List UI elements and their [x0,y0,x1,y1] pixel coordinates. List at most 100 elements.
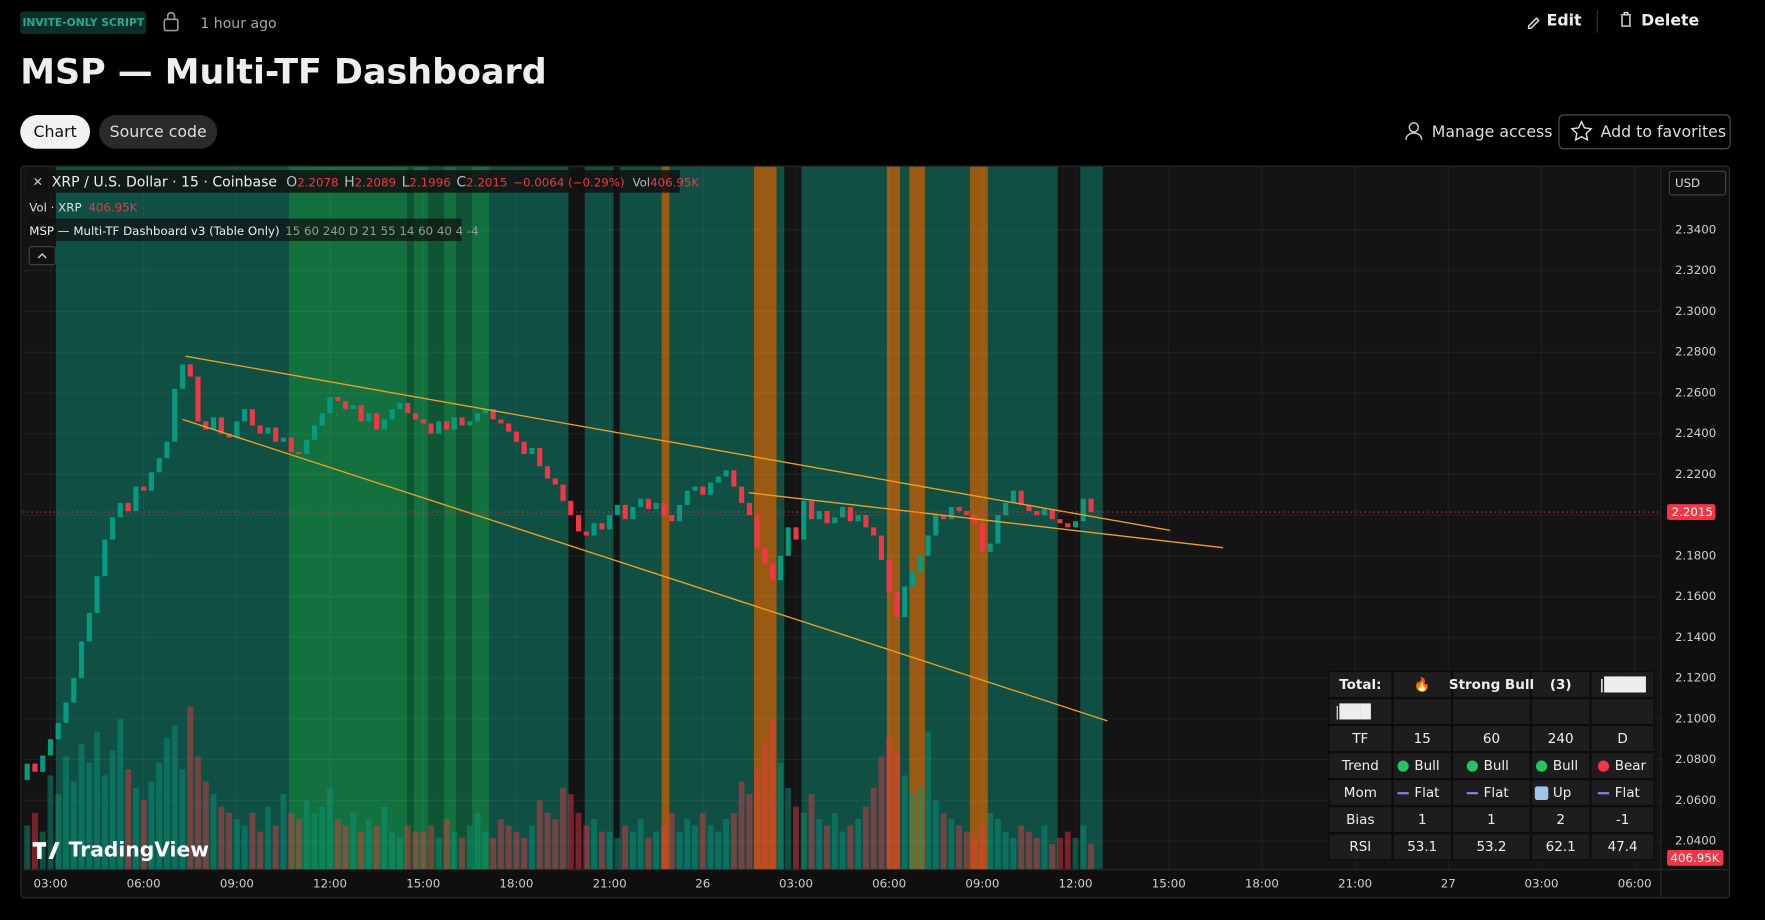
volume-bar [886,737,893,870]
table-text: Flat [1615,785,1640,801]
volume-bar [319,806,326,870]
table-cell [1530,671,1591,699]
y-tick-label: 2.1200 [1675,671,1716,685]
volume-legend: Vol · XRP 406.95K [29,200,137,214]
candle-body [102,539,108,577]
volume-bar [785,787,792,870]
y-tick-label: 2.1000 [1675,711,1716,725]
candle-body [498,419,504,424]
candle-body [381,419,387,430]
volume-bar [288,812,295,870]
collapse-button[interactable] [28,246,56,266]
volume-bar [428,825,434,870]
edit-button[interactable]: Edit [1527,11,1582,30]
volume-bar [901,775,908,870]
candle-body [459,417,465,426]
manage-access-label[interactable]: Manage access [1432,122,1553,141]
volume-bar [249,812,256,870]
volume-bar [746,794,753,870]
candle-body [793,527,799,540]
lock-icon [163,11,179,32]
edit-label[interactable]: Edit [1547,11,1582,30]
candle-body [327,396,333,414]
volume-bar [653,831,660,870]
legend-ohlc: XRP / U.S. Dollar · 15 · Coinbase O2.2078… [52,175,700,191]
candle-body [948,506,954,520]
chart-tab-label[interactable]: Chart [34,122,77,141]
watermark-text: TradingView [69,838,209,862]
candle-body [280,437,287,442]
y-tick-label: 2.2800 [1675,345,1716,359]
volume-bar [723,819,730,870]
candle-body [676,504,683,522]
volume-bar [373,825,380,870]
volume-bar [925,731,931,870]
state-zone [754,166,777,870]
candle-body [1065,523,1071,528]
volume-bar [528,825,535,870]
currency[interactable]: USD [1675,176,1700,190]
candle-body [187,364,193,377]
candle-body [933,515,939,536]
volume-bar [1088,843,1095,870]
volume-bar [187,706,194,870]
delete-label[interactable]: Delete [1641,11,1699,30]
candle-body [1072,521,1079,528]
volume-bar [24,825,31,870]
candle-body [475,413,481,422]
x-tick-label: 21:00 [593,876,627,890]
volume-bar [171,725,178,870]
manage-access-button[interactable]: Manage access [1405,122,1553,141]
x-tick-label: 03:00 [1524,876,1558,890]
volume-bar [264,806,271,870]
y-tick-label: 2.1800 [1675,548,1716,562]
legend-close[interactable]: ✕ [33,175,43,189]
candle-body [234,421,240,438]
indicator-legend: MSP — Multi-TF Dashboard v3 (Table Only)… [29,223,478,237]
table-cell [1530,698,1591,726]
volume-bar [552,819,559,870]
candle-body [700,486,706,495]
x-tick-label: 15:00 [406,876,440,890]
volume-bar [459,837,466,870]
volume-bar [870,787,877,870]
volume-bar [218,806,225,870]
source-tab-label[interactable]: Source code [110,122,207,141]
volume-bar [909,794,916,870]
candle-body [770,564,776,581]
table-text: (3) [1550,677,1572,693]
volume-bar [202,781,209,870]
candle-body [311,425,318,440]
table-text: 53.2 [1476,839,1506,855]
table-cell [1530,806,1591,834]
x-tick-label: 12:00 [313,876,347,890]
table-text: Bear [1615,758,1647,774]
volume-bar [839,831,846,870]
candle-body [226,433,232,438]
candle-body [32,763,38,772]
candle-body [40,755,46,772]
candle-body [723,470,729,477]
candle-body [707,482,714,495]
candle-body [568,500,574,516]
favorites-label[interactable]: Add to favorites [1601,122,1726,141]
volume-bar [847,825,854,870]
table-text: Mom [1344,785,1377,801]
table-cell [1328,698,1393,726]
volume-bar [303,800,310,870]
volume-bar [140,800,147,870]
delete-button[interactable]: Delete [1620,11,1699,30]
favorites-button[interactable] [1558,114,1731,150]
volume-bar [1018,825,1025,870]
source-tab[interactable] [99,114,218,149]
candle-body [358,405,364,422]
y-tick-label: 2.0400 [1675,834,1716,848]
candle-body [917,555,923,573]
table-text: 53.1 [1407,839,1437,855]
chart-tab[interactable] [20,114,91,149]
candle-body [172,388,178,442]
currency-box[interactable] [1668,170,1727,196]
candle-body [669,515,675,522]
candle-body [451,417,457,430]
